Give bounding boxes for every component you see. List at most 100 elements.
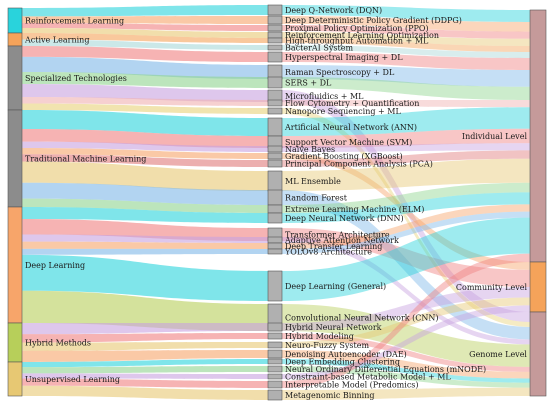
- flow-middle-right: [282, 158, 530, 191]
- middle-node-label: Hybrid Modeling: [285, 332, 354, 341]
- flow-middle-right: [282, 237, 530, 345]
- left-node-tml[interactable]: [7, 109, 23, 208]
- middle-node[interactable]: [267, 380, 283, 389]
- middle-node-label: Naive Bayes: [285, 145, 335, 154]
- flow-middle-right: [282, 287, 530, 331]
- right-node-ind[interactable]: [529, 9, 547, 263]
- middle-node-label: Raman Spectroscopy + DL: [285, 68, 395, 77]
- middle-node-label: Hyperspectral Imaging + DL: [285, 53, 403, 62]
- flow-middle-right: [282, 16, 530, 32]
- flow-middle-right: [282, 333, 530, 372]
- middle-node[interactable]: [267, 389, 283, 401]
- middle-node[interactable]: [267, 24, 283, 32]
- flow-middle-right: [282, 90, 530, 322]
- middle-node[interactable]: [267, 107, 283, 115]
- middle-node[interactable]: [267, 204, 283, 214]
- right-node-gen[interactable]: [529, 311, 547, 397]
- middle-node-label: Neuro-Fuzzy System: [285, 341, 369, 350]
- left-node-al[interactable]: [7, 32, 23, 47]
- flow-left-middle: [22, 366, 268, 374]
- middle-node[interactable]: [267, 44, 283, 51]
- middle-node[interactable]: [267, 270, 283, 302]
- middle-node[interactable]: [267, 4, 283, 16]
- middle-node-label: Deep Neural Network (DNN): [285, 214, 404, 223]
- left-node-hm[interactable]: [7, 322, 23, 363]
- middle-node[interactable]: [267, 373, 283, 380]
- flow-left-middle: [22, 147, 268, 159]
- middle-node[interactable]: [267, 76, 283, 89]
- flow-middle-right: [282, 107, 530, 136]
- middle-node[interactable]: [267, 332, 283, 340]
- flow-left-middle: [22, 96, 268, 106]
- flow-left-middle: [22, 128, 268, 148]
- flow-middle-right: [282, 150, 530, 167]
- middle-node[interactable]: [267, 189, 283, 206]
- middle-node[interactable]: [267, 358, 283, 365]
- middle-node[interactable]: [267, 37, 283, 44]
- flow-left-middle: [22, 103, 268, 114]
- middle-node[interactable]: [267, 365, 283, 373]
- middle-node-label: Deep Transfer Learning: [285, 242, 382, 251]
- flow-middle-right: [282, 38, 530, 52]
- middle-node[interactable]: [267, 15, 283, 25]
- left-node-label: Hybrid Methods: [25, 339, 91, 348]
- flow-left-middle: [22, 39, 268, 50]
- flow-middle-right: [282, 143, 530, 152]
- middle-node[interactable]: [267, 236, 283, 244]
- flow-middle-right: [282, 65, 530, 87]
- left-node-ul[interactable]: [7, 361, 23, 397]
- flow-middle-right: [282, 192, 530, 223]
- flow-left-middle: [22, 385, 268, 400]
- flow-middle-right: [282, 32, 530, 46]
- flow-middle-right: [282, 359, 530, 383]
- middle-node-label: Metagenomic Binning: [285, 391, 374, 400]
- flow-left-middle: [22, 33, 268, 43]
- left-node-dl[interactable]: [7, 206, 23, 324]
- middle-node-label: YOLOv8 Architecture: [284, 248, 372, 257]
- middle-node[interactable]: [267, 145, 283, 153]
- right-node-com[interactable]: [529, 261, 547, 313]
- middle-node[interactable]: [267, 170, 283, 192]
- flow-middle-right: [282, 366, 530, 388]
- flow-left-middle: [22, 207, 268, 223]
- flow-middle-right: [282, 77, 530, 100]
- middle-node[interactable]: [267, 212, 283, 224]
- flow-middle-right: [282, 5, 530, 22]
- right-node-label: Individual Level: [462, 132, 528, 141]
- flow-left-middle: [22, 342, 268, 351]
- middle-node-label: Convolutional Neural Network (CNN): [285, 314, 439, 323]
- left-node-label: Active Learning: [24, 36, 89, 45]
- right-node-label: Community Level: [456, 283, 528, 292]
- middle-node[interactable]: [267, 99, 283, 107]
- flow-left-middle: [22, 5, 268, 17]
- flow-middle-right: [282, 217, 530, 301]
- middle-node[interactable]: [267, 341, 283, 349]
- middle-node-label: Gradient Boosting (XGBoost): [285, 152, 403, 161]
- flow-left-middle: [22, 373, 268, 379]
- flow-middle-right: [282, 305, 530, 379]
- middle-node-label: Nanopore Sequencing + ML: [285, 107, 401, 116]
- right-node-label: Genome Level: [469, 350, 527, 359]
- middle-node-label: SERS + DL: [285, 79, 332, 88]
- flow-middle-right: [282, 100, 530, 108]
- middle-node[interactable]: [267, 152, 283, 160]
- middle-node[interactable]: [267, 248, 283, 255]
- flow-middle-right: [282, 304, 530, 367]
- middle-node-label: Transformer Architecture: [285, 231, 390, 240]
- flow-left-middle: [22, 182, 268, 205]
- middle-node[interactable]: [267, 322, 283, 332]
- middle-node[interactable]: [267, 117, 283, 137]
- flow-middle-right: [282, 204, 530, 249]
- left-node-label: Reinforcement Learning: [25, 17, 124, 26]
- middle-node[interactable]: [267, 159, 283, 168]
- middle-node[interactable]: [267, 51, 283, 63]
- nodes: [7, 4, 547, 401]
- middle-node[interactable]: [267, 31, 283, 39]
- flow-middle-right: [282, 25, 530, 39]
- left-node-rl[interactable]: [7, 7, 23, 34]
- left-node-st[interactable]: [7, 45, 23, 111]
- flow-middle-right: [282, 128, 530, 148]
- middle-node-label: Denoising Autoencoder (DAE): [285, 350, 407, 359]
- middle-node[interactable]: [267, 242, 283, 250]
- middle-node[interactable]: [267, 349, 283, 359]
